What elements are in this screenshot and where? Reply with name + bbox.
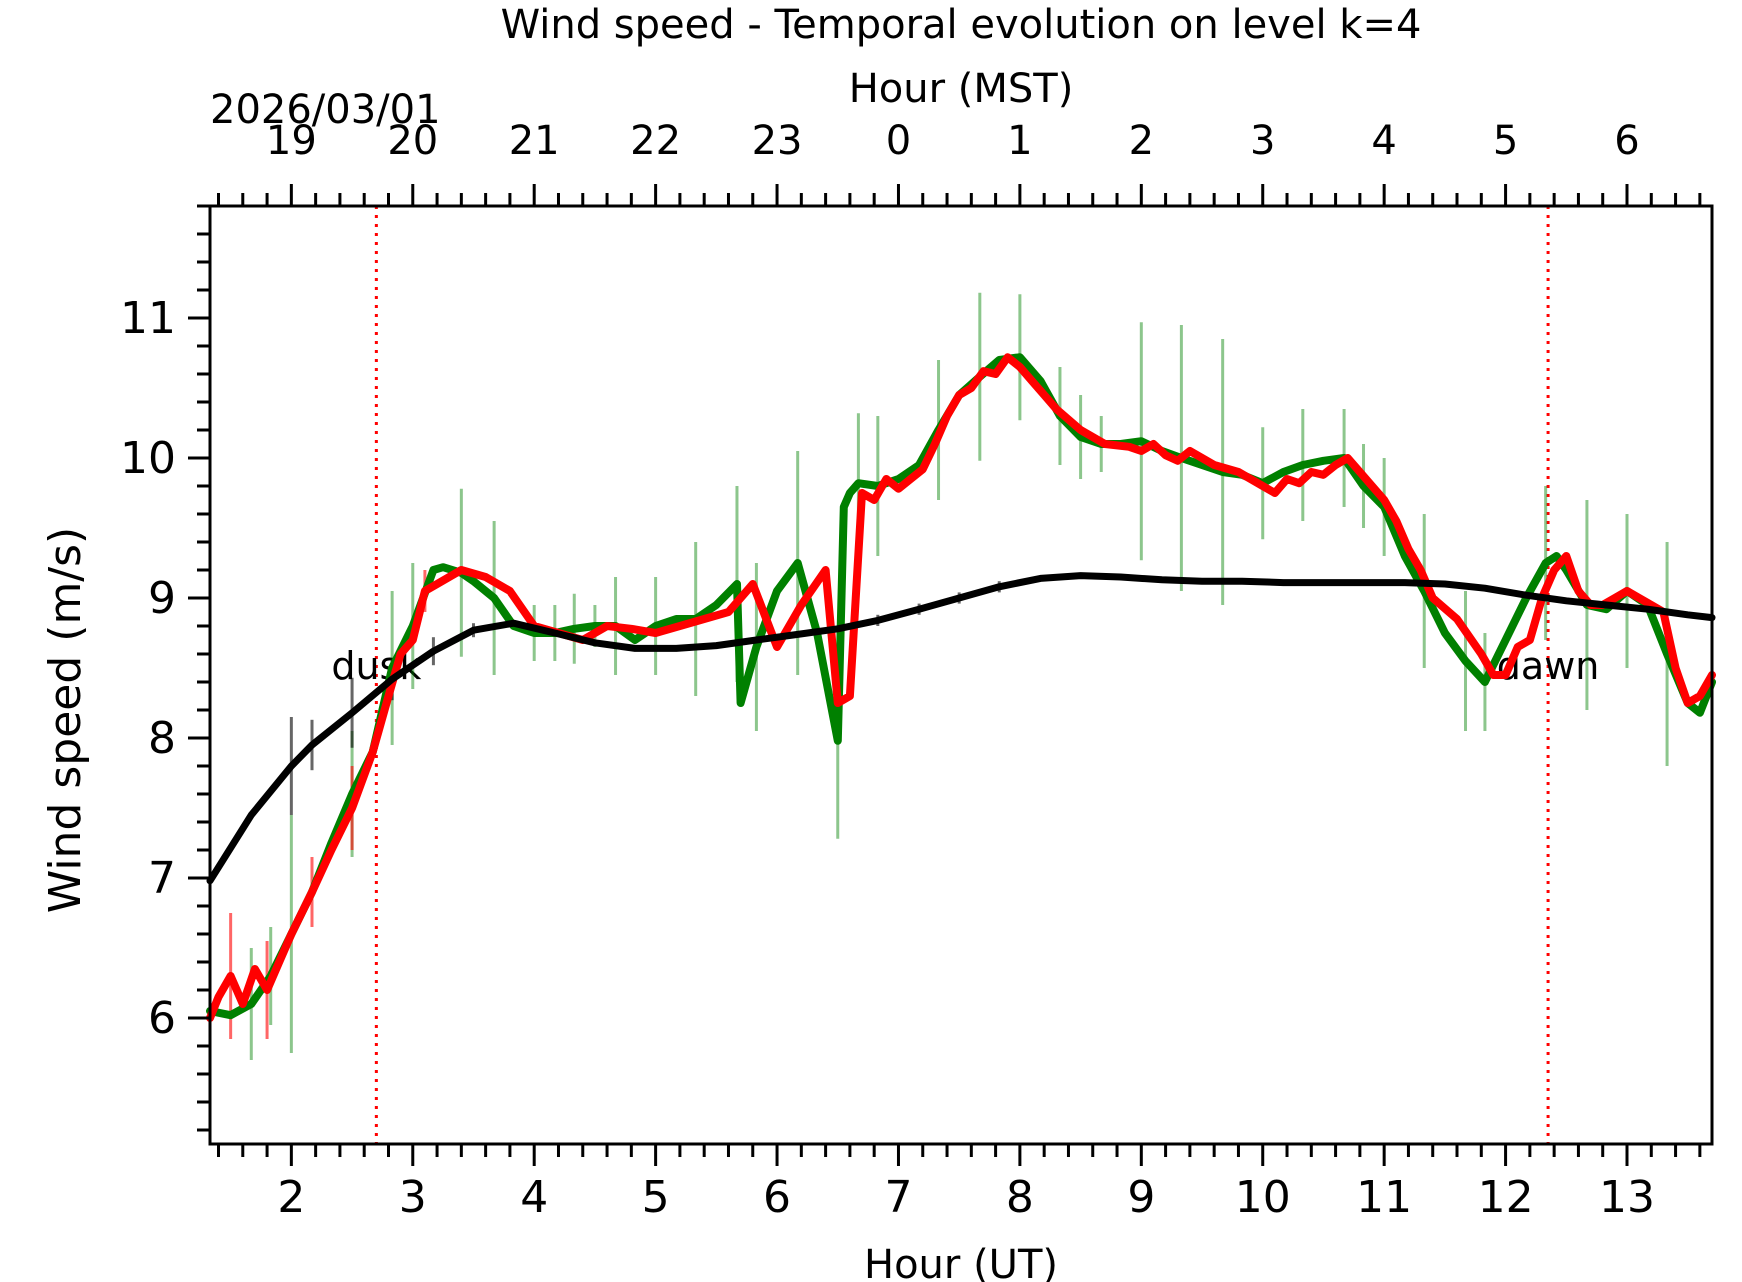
y-tick-label: 7 [148,853,176,904]
x-tick-label: 4 [520,1172,548,1223]
series-2 [208,581,1001,944]
top-tick-label: 3 [1250,118,1275,164]
x-tick-label: 5 [642,1172,670,1223]
x-tick-label: 9 [1127,1172,1155,1223]
top-tick-label: 2 [1129,118,1154,164]
top-tick-label: 4 [1371,118,1396,164]
x-tick-label: 11 [1356,1172,1412,1223]
series-line-2 [206,572,1716,885]
series-line-1 [206,353,1716,1022]
chart-title: Wind speed - Temporal evolution on level… [501,2,1422,48]
series-layer [206,292,1716,1060]
y-tick-label: 9 [148,573,176,624]
top-tick-label: 5 [1493,118,1518,164]
y-tick-label: 11 [120,293,176,344]
top-tick-label: 23 [752,118,803,164]
top-tick-label: 6 [1614,118,1639,164]
top-tick-label: 1 [1007,118,1032,164]
x-tick-label: 2 [277,1172,305,1223]
top-tick-label: 22 [630,118,681,164]
x-axis-label: Hour (UT) [864,1242,1058,1282]
x-tick-label: 13 [1599,1172,1655,1223]
y-tick-label: 10 [120,433,176,484]
y-tick-label: 6 [148,993,176,1044]
plot-frame [208,204,1714,1146]
y-axis-label: Wind speed (m/s) [40,527,91,913]
top-tick-label: 0 [886,118,911,164]
top-tick-label: 20 [387,118,438,164]
date-label: 2026/03/01 [210,87,441,133]
x-tick-label: 12 [1478,1172,1534,1223]
x-tick-label: 6 [763,1172,791,1223]
top-tick-label: 21 [509,118,560,164]
x-tick-label: 3 [399,1172,427,1223]
top-tick-label: 19 [266,118,317,164]
y-tick-label: 8 [148,713,176,764]
series-line-0 [206,353,1716,1020]
event-markers: dusk dawn [331,206,1599,1144]
top-axis-label: Hour (MST) [849,66,1074,112]
x-tick-label: 7 [884,1172,912,1223]
x-tick-label: 10 [1235,1172,1291,1223]
x-tick-label: 8 [1006,1172,1034,1223]
